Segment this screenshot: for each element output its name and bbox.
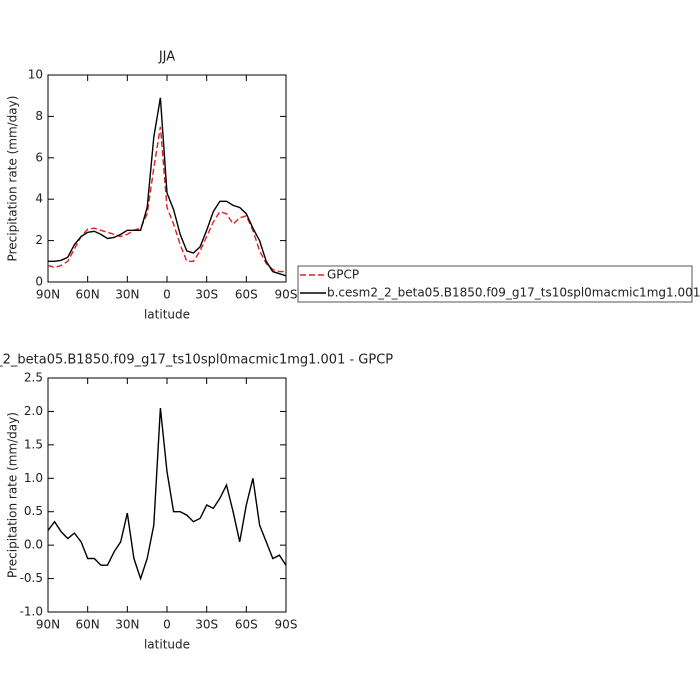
y-tick-label: 0 (35, 275, 43, 289)
x-tick-label: 60S (235, 288, 258, 302)
x-tick-label: 90S (275, 618, 298, 632)
y-tick-label: -1.0 (20, 605, 43, 619)
x-tick-label: 60N (76, 288, 100, 302)
x-tick-label: 90N (36, 288, 60, 302)
x-tick-label: 0 (163, 288, 171, 302)
x-axis-label: latitude (144, 308, 190, 322)
chart-title: JJA (158, 50, 175, 65)
y-axis-label: Precipitation rate (mm/day) (6, 96, 20, 262)
y-tick-label: 0.5 (24, 504, 43, 518)
legend-label: GPCP (327, 268, 359, 282)
y-tick-label: 10 (28, 68, 43, 82)
y-tick-label: 4 (35, 192, 43, 206)
y-tick-label: 1.5 (24, 437, 43, 451)
x-tick-label: 30S (195, 618, 218, 632)
x-tick-label: 30N (115, 288, 139, 302)
x-tick-label: 60N (76, 618, 100, 632)
y-axis-label: Precipitation rate (mm/day) (6, 412, 20, 578)
y-tick-label: 2.0 (24, 404, 43, 418)
plot-frame (47, 74, 287, 283)
plot-frame (47, 377, 287, 613)
x-tick-label: 30S (195, 288, 218, 302)
legend-box (297, 265, 693, 303)
x-tick-label: 60S (235, 618, 258, 632)
x-axis-label: latitude (144, 638, 190, 652)
y-tick-label: 6 (35, 150, 43, 164)
y-tick-label: 8 (35, 109, 43, 123)
x-tick-label: 0 (163, 618, 171, 632)
legend-label: b.cesm2_2_beta05.B1850.f09_g17_ts10spl0m… (327, 286, 700, 300)
y-tick-label: -0.5 (20, 571, 43, 585)
y-tick-label: 2 (35, 233, 43, 247)
x-tick-label: 90S (275, 288, 298, 302)
y-tick-label: 1.0 (24, 471, 43, 485)
y-tick-label: 0.0 (24, 538, 43, 552)
chart-title: b.cesm2_2_beta05.B1850.f09_g17_ts10spl0m… (0, 353, 393, 368)
data-line (48, 97, 287, 277)
data-line (47, 408, 287, 581)
y-tick-label: 2.5 (24, 371, 43, 385)
x-tick-label: 30N (115, 618, 139, 632)
x-tick-label: 90N (36, 618, 60, 632)
data-line (47, 126, 286, 273)
